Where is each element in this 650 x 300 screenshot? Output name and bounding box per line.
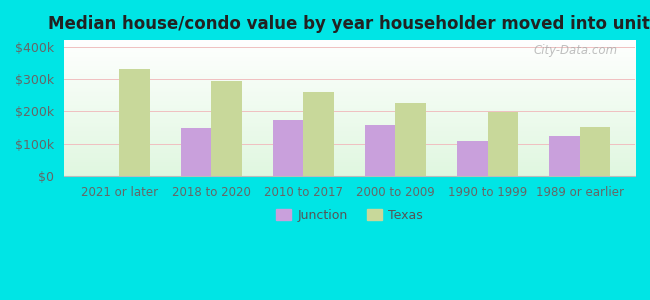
Bar <box>395 103 426 176</box>
Bar <box>304 92 333 176</box>
Bar <box>580 127 610 176</box>
Legend: Junction, Texas: Junction, Texas <box>271 204 428 227</box>
Bar <box>273 119 304 176</box>
Bar <box>119 69 150 176</box>
Bar <box>549 136 580 176</box>
Bar <box>488 112 518 176</box>
Bar <box>365 125 395 176</box>
Text: City-Data.com: City-Data.com <box>534 44 618 57</box>
Title: Median house/condo value by year householder moved into unit: Median house/condo value by year househo… <box>49 15 650 33</box>
Bar <box>181 128 211 176</box>
Bar <box>211 81 242 176</box>
Bar <box>457 141 488 176</box>
